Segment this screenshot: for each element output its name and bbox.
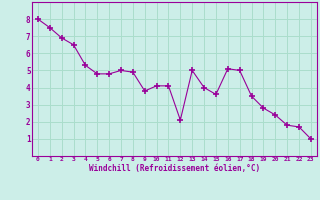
X-axis label: Windchill (Refroidissement éolien,°C): Windchill (Refroidissement éolien,°C) (89, 164, 260, 173)
